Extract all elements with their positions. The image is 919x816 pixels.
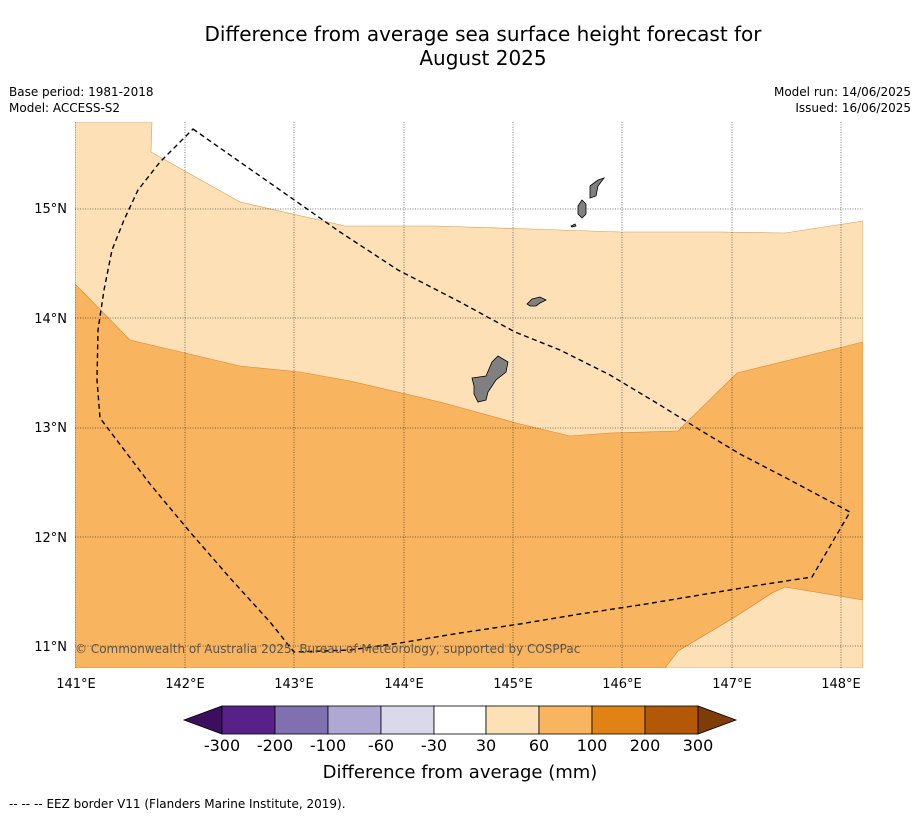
eez-border-line — [96, 128, 851, 653]
colorbar-segment — [327, 705, 382, 735]
colorbar-tick-label: -100 — [310, 736, 346, 755]
lon-label-145e: 145°E — [493, 677, 533, 692]
islands — [471, 177, 606, 403]
colorbar-segment — [538, 705, 593, 735]
lon-label-147e: 147°E — [712, 677, 752, 692]
colorbar: -300 -200 -100 -60 -30 30 60 100 200 300… — [182, 705, 738, 783]
issued-text: Issued: 16/06/2025 — [795, 101, 911, 115]
colorbar-extend-low — [182, 705, 223, 735]
colorbar-segment — [221, 705, 276, 735]
colorbar-segment — [591, 705, 646, 735]
colorbar-tick-label: -300 — [204, 736, 240, 755]
saipan-island — [589, 177, 606, 199]
colorbar-tick-label: 60 — [529, 736, 549, 755]
map-plot-area — [75, 122, 863, 668]
colorbar-segment — [433, 705, 487, 735]
lon-label-142e: 142°E — [165, 677, 205, 692]
lon-label-144e: 144°E — [384, 677, 424, 692]
eez-dash-symbol: -- -- -- — [9, 797, 43, 811]
colorbar-tick-label: 30 — [476, 736, 496, 755]
eez-footnote-text: EEZ border V11 (Flanders Marine Institut… — [46, 797, 346, 811]
colorbar-tick-label: -60 — [368, 736, 394, 755]
colorbar-tick-label: -200 — [257, 736, 293, 755]
lat-label-13n: 13°N — [34, 421, 67, 436]
colorbar-ticks: -300 -200 -100 -60 -30 30 60 100 200 300 — [204, 736, 713, 755]
guam-island — [471, 355, 509, 403]
eez-footnote: -- -- -- EEZ border V11 (Flanders Marine… — [9, 796, 346, 812]
map-title: Difference from average sea surface heig… — [204, 22, 762, 70]
lat-label-11n: 11°N — [34, 640, 67, 655]
latitude-labels: 15°N 14°N 13°N 12°N 11°N — [34, 202, 67, 655]
colorbar-tick-label: -30 — [421, 736, 447, 755]
copyright-text: © Commonwealth of Australia 2025, Bureau… — [75, 642, 580, 656]
lon-label-143e: 143°E — [274, 677, 314, 692]
colorbar-label: Difference from average (mm) — [323, 762, 598, 783]
lon-label-141e: 141°E — [56, 677, 96, 692]
tinian-island — [577, 199, 587, 219]
lat-label-15n: 15°N — [34, 202, 67, 217]
colorbar-segment — [485, 705, 540, 735]
longitude-labels: 141°E 142°E 143°E 144°E 145°E 146°E 147°… — [56, 677, 861, 692]
meta-left: Base period: 1981-2018 Model: ACCESS-S2 — [9, 84, 154, 116]
colorbar-segment — [644, 705, 699, 735]
aguijan-island — [570, 223, 577, 228]
lon-label-146e: 146°E — [602, 677, 642, 692]
model-run-text: Model run: 14/06/2025 — [773, 85, 911, 99]
colorbar-segment — [380, 705, 435, 735]
rota-island — [526, 296, 547, 307]
meta-right: Model run: 14/06/2025 Issued: 16/06/2025 — [774, 84, 911, 116]
lon-label-148e: 148°E — [821, 677, 861, 692]
model-text: Model: ACCESS-S2 — [9, 101, 121, 115]
base-period-text: Base period: 1981-2018 — [9, 85, 154, 99]
colorbar-tick-label: 200 — [630, 736, 661, 755]
colorbar-tick-label: 300 — [683, 736, 714, 755]
colorbar-extend-high — [697, 705, 738, 735]
lat-label-14n: 14°N — [34, 312, 67, 327]
lat-label-12n: 12°N — [34, 531, 67, 546]
colorbar-tick-label: 100 — [577, 736, 608, 755]
gridlines — [75, 122, 863, 668]
contour-30-60-south — [664, 586, 863, 668]
colorbar-segment — [274, 705, 329, 735]
